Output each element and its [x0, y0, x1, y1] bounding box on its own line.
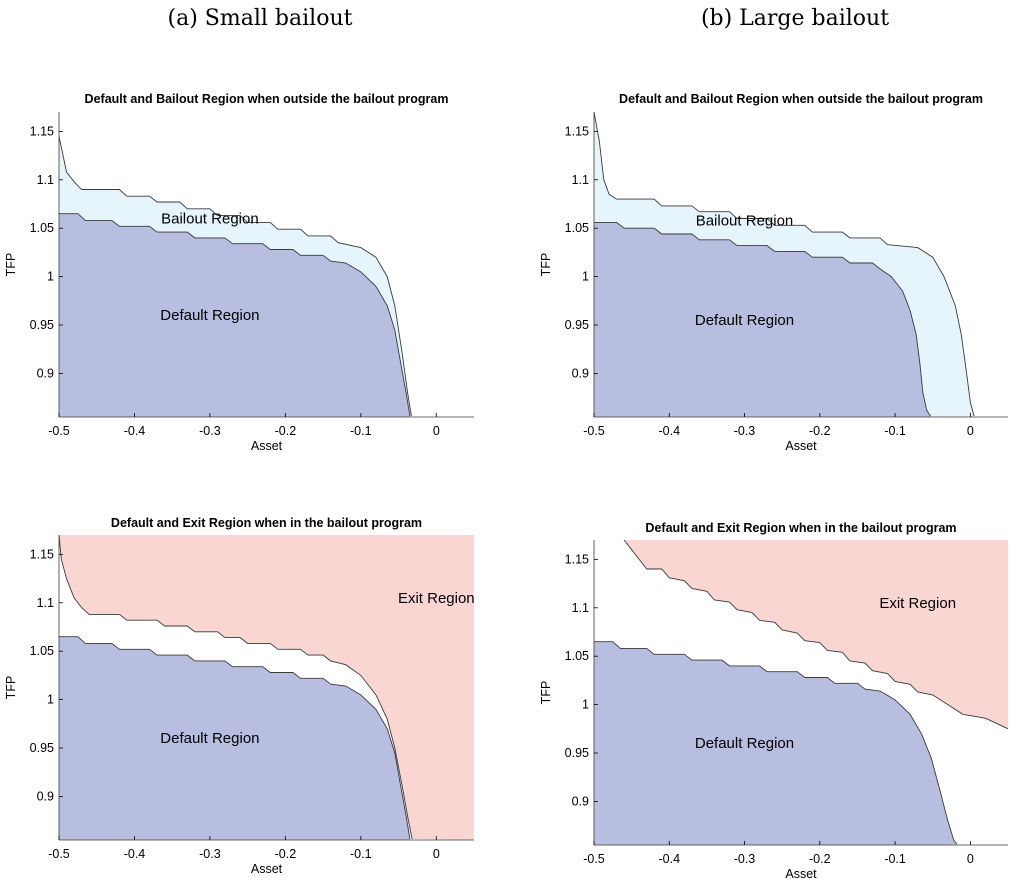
x-tick-label: -0.2	[275, 847, 297, 861]
chart-title: Default and Bailout Region when outside …	[85, 92, 449, 106]
y-tick-label: 0.9	[37, 789, 54, 803]
default-region-area	[594, 222, 931, 417]
y-tick-label: 1.05	[565, 649, 589, 663]
x-tick-label: -0.4	[659, 424, 681, 438]
exit-region-label: Exit Region	[879, 595, 956, 612]
default-region-label: Default Region	[695, 735, 794, 752]
x-tick-label: -0.4	[124, 847, 146, 861]
x-tick-label: -0.3	[199, 847, 221, 861]
x-tick-label: -0.1	[350, 847, 372, 861]
y-tick-label: 0.95	[30, 318, 54, 332]
x-tick-label: -0.1	[884, 424, 906, 438]
y-tick-label: 1.1	[37, 596, 54, 610]
x-tick-label: -0.4	[124, 424, 146, 438]
y-tick-label: 1	[582, 270, 589, 284]
default-region-area	[59, 636, 410, 840]
x-tick-label: -0.2	[809, 424, 831, 438]
x-tick-label: 0	[433, 847, 440, 861]
column-title-large-bailout: (b) Large bailout	[700, 6, 890, 31]
y-tick-label: 0.9	[572, 794, 589, 808]
column-title-small-bailout: (a) Small bailout	[167, 6, 353, 31]
x-tick-label: -0.3	[199, 424, 221, 438]
x-tick-label: -0.5	[48, 424, 70, 438]
x-tick-label: 0	[433, 424, 440, 438]
x-tick-label: -0.2	[809, 852, 831, 866]
default-region-boundary	[59, 636, 411, 840]
y-tick-label: 1	[582, 698, 589, 712]
y-tick-label: 1.15	[565, 552, 589, 566]
y-tick-label: 0.9	[572, 366, 589, 380]
y-tick-label: 1.05	[565, 221, 589, 235]
x-tick-label: -0.4	[659, 852, 681, 866]
x-tick-label: 0	[967, 852, 974, 866]
default-region-label: Default Region	[160, 730, 259, 747]
x-axis-label: Asset	[785, 439, 817, 453]
chart-title: Default and Exit Region when in the bail…	[645, 521, 956, 535]
y-tick-label: 1.1	[572, 173, 589, 187]
y-tick-label: 0.95	[30, 741, 54, 755]
default-region-label: Default Region	[160, 307, 259, 324]
y-axis-label: TFP	[4, 253, 18, 277]
exit-region-boundary	[59, 535, 413, 840]
bailout-region-label: Bailout Region	[161, 210, 259, 227]
y-tick-label: 0.95	[565, 746, 589, 760]
chart-title: Default and Exit Region when in the bail…	[111, 516, 422, 530]
default-region-area	[59, 213, 410, 417]
y-tick-label: 1.1	[572, 601, 589, 615]
exit-region-area	[624, 540, 1008, 729]
chart-title: Default and Bailout Region when outside …	[619, 92, 983, 106]
x-tick-label: -0.3	[734, 852, 756, 866]
y-tick-label: 1.1	[37, 173, 54, 187]
default-region-boundary	[594, 641, 958, 845]
bailout-region-label: Bailout Region	[696, 212, 794, 229]
x-tick-label: -0.2	[275, 424, 297, 438]
y-axis-label: TFP	[539, 253, 553, 277]
x-tick-label: -0.1	[350, 424, 372, 438]
y-tick-label: 0.95	[565, 318, 589, 332]
x-tick-label: -0.5	[48, 847, 70, 861]
y-axis-label: TFP	[539, 681, 553, 705]
y-tick-label: 0.9	[37, 366, 54, 380]
y-tick-label: 1	[47, 270, 54, 284]
exit-region-boundary	[623, 540, 1008, 730]
y-tick-label: 1.15	[565, 124, 589, 138]
x-axis-label: Asset	[785, 867, 817, 881]
y-tick-label: 1.05	[30, 221, 54, 235]
default-region-area	[594, 641, 957, 845]
bailout-region-boundary	[59, 136, 412, 417]
bailout-region-boundary	[594, 112, 975, 417]
default-region-label: Default Region	[695, 312, 794, 329]
x-axis-label: Asset	[251, 439, 283, 453]
x-tick-label: 0	[967, 424, 974, 438]
default-region-boundary	[59, 213, 411, 417]
y-tick-label: 1.15	[30, 547, 54, 561]
y-tick-label: 1.05	[30, 644, 54, 658]
y-axis-label: TFP	[4, 676, 18, 700]
x-tick-label: -0.3	[734, 424, 756, 438]
exit-region-area	[59, 535, 474, 840]
x-tick-label: -0.1	[884, 852, 906, 866]
x-axis-label: Asset	[251, 862, 283, 876]
y-tick-label: 1.15	[30, 124, 54, 138]
x-tick-label: -0.5	[583, 852, 605, 866]
y-tick-label: 1	[47, 693, 54, 707]
exit-region-label: Exit Region	[398, 590, 475, 607]
default-region-boundary	[594, 221, 931, 417]
x-tick-label: -0.5	[583, 424, 605, 438]
